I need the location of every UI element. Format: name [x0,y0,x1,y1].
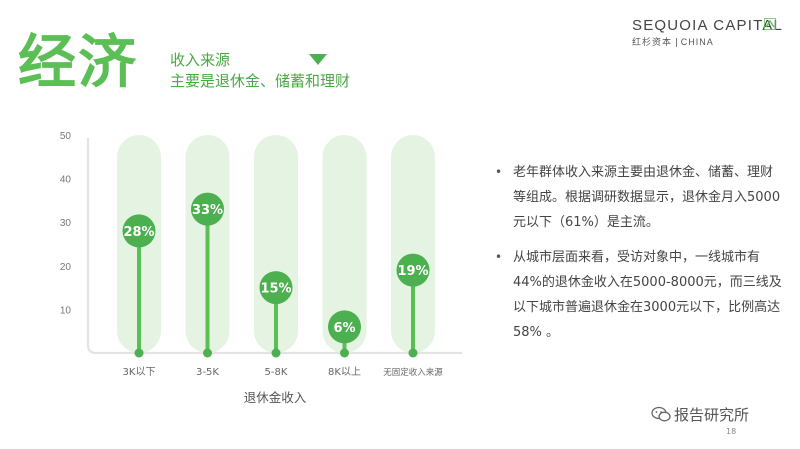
page-title: 经济 [18,28,139,96]
page-number: 18 [726,427,737,436]
data-label: 33% [192,203,223,218]
bar-value-marker [396,253,430,287]
bullet-item: • 从城市层面来看，受访对象中，一线城市有44%的退休金收入在5000-8000… [493,245,783,345]
bullet-text: 老年群体收入来源主要由退休金、储蓄、理财等组成。根据调研数据显示，退休金月入50… [513,165,781,230]
logo-cn-name: 红杉资本 [632,38,673,48]
bullet-text: 从城市层面来看，受访对象中，一线城市有44%的退休金收入在5000-8000元，… [513,250,782,340]
data-label: 28% [123,225,154,240]
watermark-text: 报告研究所 [674,406,750,424]
bar-value-marker [259,271,293,305]
bar-base-dot [340,348,349,358]
bar-track [391,135,435,353]
wechat-icon [651,406,671,422]
watermark: 报告研究所 [651,404,749,425]
x-tick-label: 8K以上 [328,366,361,378]
y-tick-label: 50 [60,131,72,142]
x-tick-label: 3K以下 [123,367,156,378]
bar-base-dot [203,348,212,358]
axis-frame [86,138,462,355]
logo-text: SEQUOIA CAPITAL [632,17,784,34]
data-label: 19% [397,264,428,279]
logo-divider: | [672,38,681,48]
sequoia-logo-icon [764,18,776,30]
x-tick-label: 无固定收入来源 [383,367,443,378]
x-axis-title: 退休金收入 [244,390,307,405]
y-tick-label: 40 [60,175,72,186]
triangle-down-icon [309,54,327,65]
bar-base-dot [271,348,281,358]
bullet-list: • 老年群体收入来源主要由退休金、储蓄、理财等组成。根据调研数据显示，退休金月入… [493,160,783,355]
x-tick-label: 5-8K [265,367,288,378]
y-tick-label: 30 [60,218,72,229]
bar-value-marker [191,192,224,226]
bar-track [322,135,367,353]
x-tick-label: 3-5K [196,367,219,378]
bar-value-marker [122,214,156,248]
bar-value-marker [328,310,361,344]
data-label: 15% [260,282,291,297]
bullet-dot: • [495,250,503,264]
subtitle-line-1: 收入来源 [170,51,231,69]
data-label: 6% [333,321,355,336]
y-tick-label: 20 [60,262,72,273]
logo-subtitle: 红杉资本 | CHINA [632,35,714,48]
bar-base-dot [134,348,144,358]
logo-region: CHINA [680,37,714,47]
bullet-item: • 老年群体收入来源主要由退休金、储蓄、理财等组成。根据调研数据显示，退休金月入… [493,160,783,235]
y-tick-label: 10 [60,305,72,316]
bullet-dot: • [495,165,503,179]
bar-base-dot [408,348,418,358]
subtitle-line-2: 主要是退休金、储蓄和理财 [170,72,351,90]
